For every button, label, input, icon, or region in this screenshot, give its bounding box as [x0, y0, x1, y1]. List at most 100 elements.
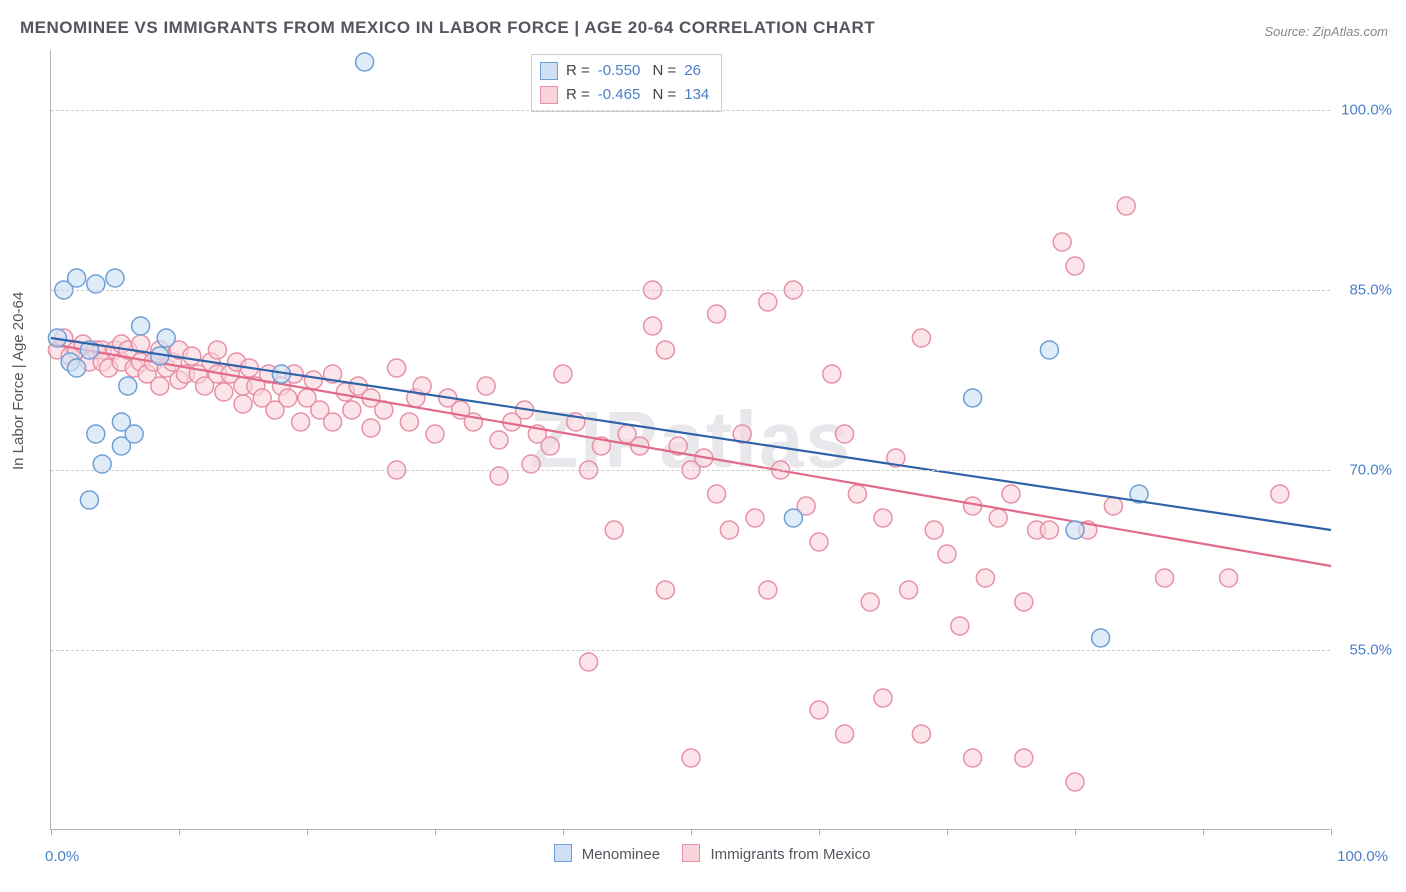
trendline-menominee — [51, 338, 1331, 530]
x-tick-mark — [819, 829, 820, 835]
data-point-menominee — [68, 359, 86, 377]
series-legend: Menominee Immigrants from Mexico — [0, 844, 1406, 863]
data-point-immigrants — [810, 701, 828, 719]
data-point-menominee — [125, 425, 143, 443]
plot-area: ZIPatlas R = -0.550 N = 26 R = -0.465 N … — [50, 50, 1330, 830]
data-point-immigrants — [304, 371, 322, 389]
data-point-immigrants — [746, 509, 764, 527]
data-point-immigrants — [951, 617, 969, 635]
legend-label-menominee: Menominee — [582, 846, 660, 863]
trendline-immigrants — [51, 344, 1331, 566]
data-point-menominee — [80, 491, 98, 509]
gridline — [51, 110, 1330, 111]
swatch-immigrants — [540, 86, 558, 104]
legend-row-menominee: R = -0.550 N = 26 — [540, 59, 709, 83]
swatch-menominee — [540, 62, 558, 80]
data-point-immigrants — [836, 725, 854, 743]
data-point-immigrants — [964, 749, 982, 767]
data-point-menominee — [784, 509, 802, 527]
data-point-immigrants — [1053, 233, 1071, 251]
source-attribution: Source: ZipAtlas.com — [1264, 24, 1388, 39]
data-point-immigrants — [362, 419, 380, 437]
gridline — [51, 470, 1330, 471]
data-point-immigrants — [1117, 197, 1135, 215]
gridline — [51, 290, 1330, 291]
data-point-immigrants — [215, 383, 233, 401]
y-axis-label: In Labor Force | Age 20-64 — [10, 292, 27, 470]
data-point-immigrants — [656, 341, 674, 359]
data-point-immigrants — [874, 689, 892, 707]
x-tick-mark — [179, 829, 180, 835]
swatch-immigrants-bottom — [682, 844, 700, 862]
data-point-immigrants — [810, 533, 828, 551]
data-point-immigrants — [759, 293, 777, 311]
data-point-immigrants — [861, 593, 879, 611]
data-point-immigrants — [208, 341, 226, 359]
data-point-immigrants — [925, 521, 943, 539]
y-tick-label: 55.0% — [1336, 642, 1392, 659]
data-point-menominee — [1040, 341, 1058, 359]
x-tick-mark — [947, 829, 948, 835]
data-point-menominee — [157, 329, 175, 347]
data-point-immigrants — [292, 413, 310, 431]
data-point-menominee — [106, 269, 124, 287]
data-point-menominee — [1066, 521, 1084, 539]
x-tick-mark — [1331, 829, 1332, 835]
x-tick-mark — [435, 829, 436, 835]
legend-label-immigrants: Immigrants from Mexico — [710, 846, 870, 863]
data-point-menominee — [132, 317, 150, 335]
data-point-immigrants — [343, 401, 361, 419]
data-point-immigrants — [580, 653, 598, 671]
data-point-immigrants — [1066, 257, 1084, 275]
x-tick-mark — [563, 829, 564, 835]
data-point-immigrants — [1220, 569, 1238, 587]
data-point-immigrants — [874, 509, 892, 527]
data-point-menominee — [1092, 629, 1110, 647]
data-point-immigrants — [183, 347, 201, 365]
correlation-legend: R = -0.550 N = 26 R = -0.465 N = 134 — [531, 54, 722, 112]
data-point-immigrants — [234, 395, 252, 413]
data-point-immigrants — [324, 413, 342, 431]
x-tick-mark — [51, 829, 52, 835]
data-point-immigrants — [912, 329, 930, 347]
data-point-immigrants — [682, 749, 700, 767]
data-point-immigrants — [976, 569, 994, 587]
data-point-immigrants — [848, 485, 866, 503]
data-point-immigrants — [989, 509, 1007, 527]
data-point-menominee — [87, 425, 105, 443]
data-point-immigrants — [708, 485, 726, 503]
data-point-immigrants — [1156, 569, 1174, 587]
y-tick-label: 85.0% — [1336, 282, 1392, 299]
data-point-immigrants — [490, 431, 508, 449]
data-point-immigrants — [720, 521, 738, 539]
gridline — [51, 650, 1330, 651]
data-point-immigrants — [938, 545, 956, 563]
x-tick-mark — [691, 829, 692, 835]
y-tick-label: 70.0% — [1336, 462, 1392, 479]
data-point-immigrants — [279, 389, 297, 407]
x-tick-mark — [1203, 829, 1204, 835]
data-point-immigrants — [426, 425, 444, 443]
data-point-immigrants — [1104, 497, 1122, 515]
data-point-immigrants — [708, 305, 726, 323]
data-point-immigrants — [1271, 485, 1289, 503]
data-point-immigrants — [1040, 521, 1058, 539]
data-point-immigrants — [151, 377, 169, 395]
x-tick-mark — [1075, 829, 1076, 835]
x-tick-mark — [307, 829, 308, 835]
data-point-menominee — [356, 53, 374, 71]
data-point-menominee — [68, 269, 86, 287]
data-point-menominee — [964, 389, 982, 407]
data-point-immigrants — [759, 581, 777, 599]
data-point-immigrants — [388, 359, 406, 377]
data-point-immigrants — [1015, 593, 1033, 611]
data-point-immigrants — [644, 317, 662, 335]
data-point-immigrants — [1002, 485, 1020, 503]
data-point-immigrants — [1015, 749, 1033, 767]
data-point-menominee — [119, 377, 137, 395]
data-point-immigrants — [541, 437, 559, 455]
scatter-layer — [51, 50, 1330, 829]
data-point-immigrants — [823, 365, 841, 383]
swatch-menominee-bottom — [554, 844, 572, 862]
legend-row-immigrants: R = -0.465 N = 134 — [540, 83, 709, 107]
